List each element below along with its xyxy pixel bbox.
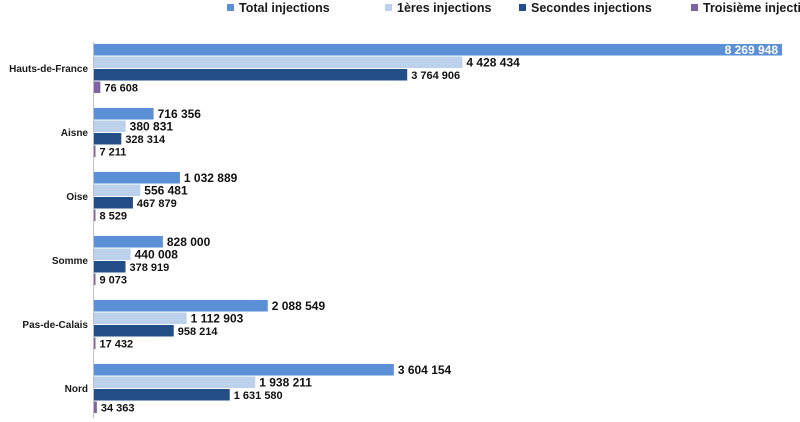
value-label-oise-troisieme-injections: 8 529 <box>100 211 128 223</box>
legend-swatch <box>385 4 392 11</box>
bar-pas-de-calais-total-injections <box>94 300 268 312</box>
value-label-nord-1eres-injections: 1 938 211 <box>259 376 312 390</box>
value-label-somme-1eres-injections: 440 008 <box>135 248 179 262</box>
bar-hauts-de-france-secondes-injections <box>94 69 408 81</box>
value-label-nord-total-injections: 3 604 154 <box>398 363 452 377</box>
category-label-hauts-de-france: Hauts-de-France <box>9 64 88 75</box>
value-label-pas-de-calais-troisieme-injections: 17 432 <box>100 339 134 351</box>
value-label-aisne-1eres-injections: 380 831 <box>130 120 174 134</box>
bar-somme-secondes-injections <box>94 261 126 273</box>
bar-oise-1eres-injections <box>94 184 141 196</box>
bar-nord-1eres-injections <box>94 376 256 388</box>
category-label-oise: Oise <box>66 192 88 203</box>
value-label-hauts-de-france-troisieme-injections: 76 608 <box>104 83 138 95</box>
value-label-somme-total-injections: 828 000 <box>167 235 211 249</box>
bar-hauts-de-france-troisieme-injections <box>94 81 101 93</box>
bar-aisne-troisieme-injections <box>94 145 96 157</box>
legend-swatch <box>227 4 234 11</box>
value-label-aisne-troisieme-injections: 7 211 <box>100 147 127 159</box>
legend-label: 1ères injections <box>397 1 492 15</box>
legend-item-total-injections: Total injections <box>227 1 330 15</box>
bars <box>94 44 782 413</box>
category-labels: Hauts-de-France Aisne Oise Somme Pas-de-Cala… <box>9 64 88 395</box>
legend: Total injections 1ères injections Secondes… <box>227 1 800 15</box>
value-label-hauts-de-france-secondes-injections: 3 764 906 <box>411 70 460 82</box>
bar-pas-de-calais-1eres-injections <box>94 312 187 324</box>
legend-item-1eres-injections: 1ères injections <box>385 1 492 15</box>
category-label-somme: Somme <box>52 256 89 267</box>
legend-item-secondes-injections: Secondes injections <box>519 1 652 15</box>
bar-hauts-de-france-1eres-injections <box>94 56 463 68</box>
category-label-aisne: Aisne <box>61 128 89 139</box>
value-label-hauts-de-france-1eres-injections: 4 428 434 <box>466 56 520 70</box>
value-label-nord-troisieme-injections: 34 363 <box>101 403 135 415</box>
value-label-aisne-secondes-injections: 328 314 <box>125 134 166 146</box>
category-label-pas-de-calais: Pas-de-Calais <box>22 320 88 331</box>
legend-label: Total injections <box>239 1 330 15</box>
bar-aisne-total-injections <box>94 108 154 120</box>
bar-oise-total-injections <box>94 172 180 184</box>
bar-aisne-secondes-injections <box>94 133 122 145</box>
value-label-pas-de-calais-1eres-injections: 1 112 903 <box>191 312 244 326</box>
value-label-somme-troisieme-injections: 9 073 <box>100 275 128 287</box>
bar-hauts-de-france-total-injections <box>94 44 782 56</box>
value-label-pas-de-calais-secondes-injections: 958 214 <box>178 326 219 338</box>
category-label-nord: Nord <box>65 384 88 395</box>
bar-somme-troisieme-injections <box>94 273 96 285</box>
value-label-oise-total-injections: 1 032 889 <box>184 171 238 185</box>
bar-oise-secondes-injections <box>94 197 133 209</box>
legend-label: Secondes injections <box>531 1 652 15</box>
value-labels: 8 269 948 4 428 434 3 764 906 76 608 716 356… <box>100 43 779 415</box>
bar-nord-troisieme-injections <box>94 401 97 413</box>
bar-nord-secondes-injections <box>94 389 230 401</box>
legend-swatch <box>519 4 526 11</box>
bar-pas-de-calais-secondes-injections <box>94 325 174 337</box>
bar-oise-troisieme-injections <box>94 209 96 221</box>
value-label-somme-secondes-injections: 378 919 <box>130 262 170 274</box>
value-label-nord-secondes-injections: 1 631 580 <box>234 390 283 402</box>
bar-nord-total-injections <box>94 364 394 376</box>
value-label-oise-secondes-injections: 467 879 <box>137 198 177 210</box>
bar-pas-de-calais-troisieme-injections <box>94 337 96 349</box>
value-label-oise-1eres-injections: 556 481 <box>144 184 188 198</box>
bar-somme-total-injections <box>94 236 163 248</box>
value-label-hauts-de-france-total-injections: 8 269 948 <box>725 43 779 57</box>
legend-item-troisieme-injections: Troisième injections <box>691 1 800 15</box>
bar-somme-1eres-injections <box>94 248 131 260</box>
bar-aisne-1eres-injections <box>94 120 126 132</box>
legend-swatch <box>691 4 698 11</box>
value-label-pas-de-calais-total-injections: 2 088 549 <box>272 299 326 313</box>
legend-label: Troisième injections <box>703 1 800 15</box>
value-label-aisne-total-injections: 716 356 <box>158 107 202 121</box>
